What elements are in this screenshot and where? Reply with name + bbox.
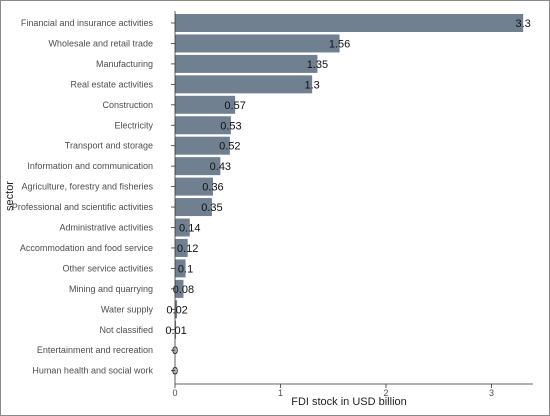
- category-label: Agriculture, forestry and fisheries: [21, 182, 153, 192]
- x-tick-label: 3: [489, 388, 494, 398]
- category-labels: Financial and insurance activities Wholes…: [12, 18, 175, 376]
- y-axis-title: sector: [4, 181, 16, 211]
- bar: [175, 238, 188, 257]
- value-label: 0.52: [219, 141, 240, 153]
- bar: [175, 300, 178, 319]
- bar: [175, 198, 212, 217]
- bar: [175, 14, 524, 32]
- value-label: 0.36: [202, 182, 223, 194]
- value-label: 0.43: [210, 161, 231, 173]
- bar: [175, 177, 213, 196]
- x-tick-label: 2: [383, 388, 388, 398]
- x-axis-ticks: 0 1 2 3: [172, 384, 494, 398]
- value-label: 1.35: [307, 59, 328, 71]
- bar: [175, 157, 221, 176]
- x-tick-label: 0: [172, 388, 177, 398]
- x-tick-label: 1: [278, 388, 283, 398]
- value-label: 0.1: [178, 263, 193, 275]
- value-label: 0.08: [173, 284, 194, 296]
- value-label: 0.35: [201, 202, 222, 214]
- category-label: Mining and quarrying: [69, 284, 153, 294]
- category-label: Electricity: [114, 120, 153, 130]
- category-label: Professional and scientific activities: [12, 202, 154, 212]
- bar: [175, 95, 236, 114]
- x-axis-title: FDI stock in USD billion: [291, 396, 407, 408]
- category-label: Manufacturing: [96, 59, 153, 69]
- category-label: Information and communication: [27, 161, 153, 171]
- value-label: 1.56: [329, 38, 350, 50]
- bar: [175, 54, 318, 73]
- category-label: Entertainment and recreation: [37, 345, 153, 355]
- value-label: 1.3: [305, 79, 320, 91]
- category-label: Administrative activities: [59, 223, 153, 233]
- category-label: Wholesale and retail trade: [48, 38, 153, 48]
- bar: [175, 75, 313, 94]
- category-label: Accommodation and food service: [20, 243, 153, 253]
- value-label: 0.14: [179, 223, 200, 235]
- bar: [175, 259, 186, 278]
- category-label: Construction: [102, 100, 153, 110]
- bar: [175, 34, 340, 53]
- bar-layer: [175, 14, 524, 339]
- bar: [175, 279, 184, 298]
- value-label: 3.3: [516, 18, 531, 30]
- value-label: 0.57: [224, 100, 245, 112]
- category-label: Other service activities: [62, 263, 153, 273]
- bar: [175, 320, 177, 339]
- category-label: Real estate activities: [70, 79, 153, 89]
- value-label: 0.02: [166, 304, 187, 316]
- category-label: Human health and social work: [32, 366, 153, 376]
- category-label: Water supply: [101, 304, 154, 314]
- bar: [175, 136, 230, 155]
- value-label: 0.12: [177, 243, 198, 255]
- bar: [175, 218, 190, 237]
- bar: [175, 116, 231, 135]
- value-label: 0.01: [165, 325, 186, 337]
- category-label: Not classified: [99, 325, 153, 335]
- category-label: Financial and insurance activities: [21, 18, 154, 28]
- value-label: 0.53: [220, 120, 241, 132]
- category-label: Transport and storage: [65, 141, 153, 151]
